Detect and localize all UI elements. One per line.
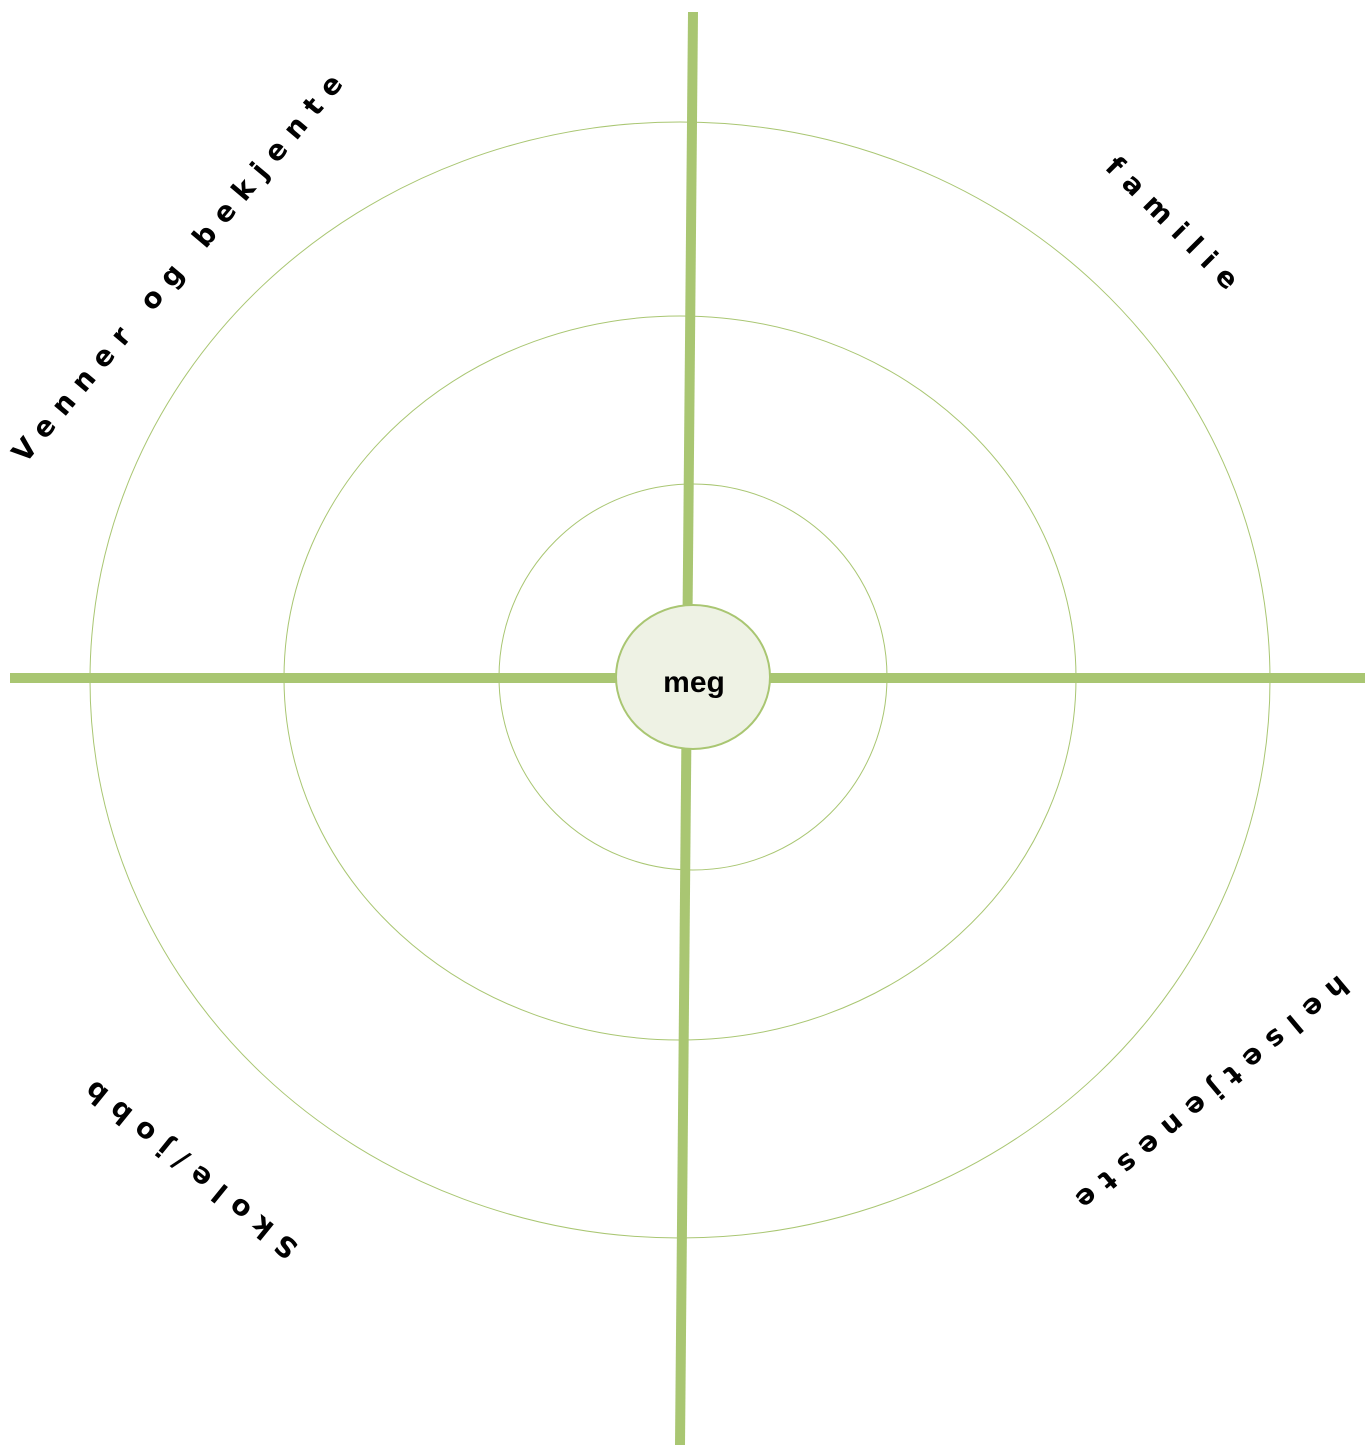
sector-label: Venner og bekjente xyxy=(5,59,356,469)
center-label: meg xyxy=(663,666,725,699)
sector-label: helsetjeneste xyxy=(1061,969,1356,1224)
sector-label: familie xyxy=(1099,150,1253,304)
center-circle xyxy=(615,604,771,750)
sector-label: Skole/jobb xyxy=(70,1067,304,1266)
